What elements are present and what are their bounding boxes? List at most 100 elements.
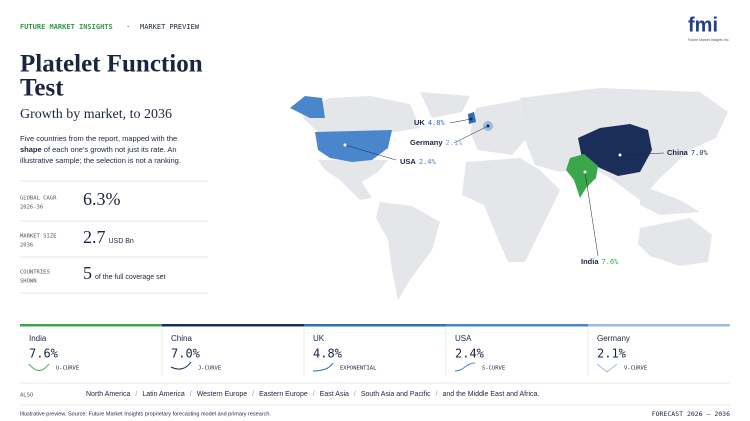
leader-line [449,118,472,124]
description: Five countries from the report, mapped w… [20,134,177,143]
stat-unit: of the full coverage set [95,274,165,281]
also-label: ALSO [20,393,33,399]
map-country: Germany [410,138,443,147]
card-bar [304,324,446,327]
also-item: North America [86,391,130,398]
map-cagr: 2.4% [419,158,437,166]
card-bar [588,324,730,327]
card-bar [20,324,162,327]
card-bar [446,324,588,327]
card-cagr: 4.8% [313,347,343,361]
source: Illustrative preview. Source: Future Mar… [20,411,271,417]
card-curve: J-CURVE [198,366,221,372]
description-text: Five countries from the report, mapped w… [20,134,177,143]
leader-line [344,144,397,161]
card-curve: U-CURVE [56,366,79,372]
curve-icon [454,362,476,372]
card-country: China [171,334,192,343]
curve-icon [312,362,334,372]
also-item: and the Middle East and Africa. [442,391,539,398]
land [462,158,560,262]
subtitle: Growth by market, to 2036 [20,107,172,122]
map-cagr: 7.0% [691,149,709,157]
card-cagr: 7.0% [171,347,201,361]
card-cagr: 2.4% [455,347,485,361]
also-separator: / [252,391,254,398]
also-item: Eastern Europe [259,391,308,398]
card-cagr: 2.1% [597,347,627,361]
land [638,218,712,266]
also-separator: / [436,391,438,398]
separator: · [126,23,130,31]
dot [486,124,490,128]
leaders [344,118,665,257]
stat-label: MARKET SIZE [20,234,56,240]
stat-label: 2036 [20,243,33,249]
curve-icon [28,363,50,371]
stat-label: SHOWN [20,279,37,285]
map-cagr: 7.6% [602,258,620,266]
card-curve: V-CURVE [624,366,647,372]
world-map [290,88,728,300]
map-cagr: 2.1% [446,139,464,147]
china [578,124,652,176]
also-item: Western Europe [197,391,248,398]
forecast: FORECAST 2026 – 2036 [652,410,730,418]
map-country: India [581,257,599,266]
dot [343,143,347,147]
stat-value: 2.7 [83,227,106,247]
section: MARKET PREVIEW [140,23,200,31]
also-item: South Asia and Pacific [361,391,431,398]
title: Test [20,75,64,102]
alaska [290,96,325,118]
land [470,100,525,155]
card-curve: S-CURVE [482,366,505,372]
also-item: East Asia [320,391,349,398]
title: Platelet Function [20,51,203,78]
stat-label: COUNTRIES [20,270,50,276]
description-bold: shape [20,145,42,154]
description: illustrative sample; the selection is no… [20,156,181,165]
description-text: of each one's growth not just its rate. … [44,145,177,154]
card-country: Germany [597,334,630,343]
description: shape of each one's growth not just its … [20,145,177,154]
card-country: UK [313,334,325,343]
stat-label: 2026-36 [20,205,43,211]
map-country: China [667,148,689,157]
curve-icon [170,361,192,370]
card-curve: EXPONENTIAL [340,366,377,372]
curve-icon [596,363,618,373]
card-country: USA [455,334,472,343]
also-separator: / [190,391,192,398]
land [318,160,388,200]
land [376,202,440,300]
also-separator: / [354,391,356,398]
also-separator: / [135,391,137,398]
dot [469,117,473,121]
card-bar [162,324,304,327]
land [300,96,420,132]
map-country: UK [414,118,425,127]
land [420,92,470,118]
also-item: Latin America [142,391,185,398]
map-cagr: 4.8% [428,119,446,127]
india [566,154,598,198]
stat-label: GLOBAL CAGR [20,196,57,202]
map-country: USA [400,157,416,166]
leader-line [453,125,489,144]
brand: FUTURE MARKET INSIGHTS [20,23,113,31]
also-separator: / [313,391,315,398]
stat-unit: USD Bn [109,238,134,245]
leader-line [619,152,665,156]
logo-caption: Future Market Insights Inc. [688,38,729,42]
card-cagr: 7.6% [29,347,59,361]
dot [583,170,587,174]
dot [618,153,622,157]
card-country: India [29,334,47,343]
usa [315,130,392,162]
stat-value: 5 [83,263,92,283]
stat-value: 6.3% [83,189,121,209]
leader-line [584,171,599,257]
land [640,185,700,215]
